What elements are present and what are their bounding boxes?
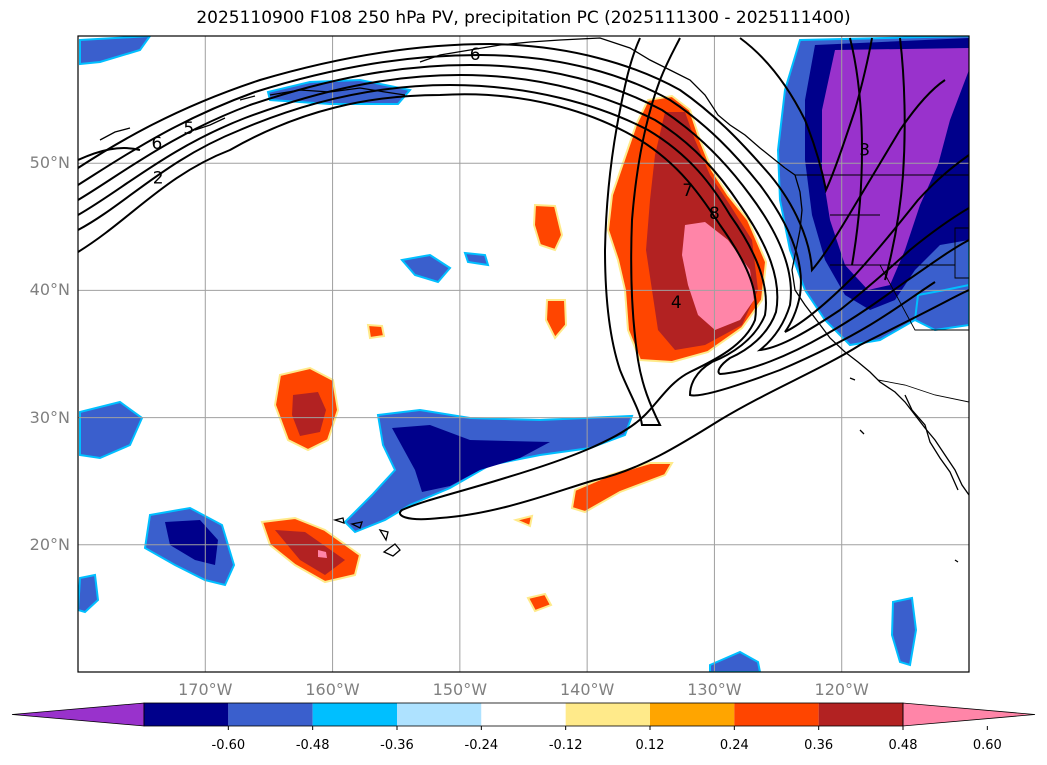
- colorbar-extend-max: [902, 702, 1036, 727]
- colorbar-bin: [312, 703, 397, 726]
- colorbar-tick-label: -0.24: [464, 738, 499, 753]
- colorbar-tick-label: 0.60: [972, 738, 1002, 753]
- colorbar-bin: [397, 703, 482, 726]
- colorbar-tick-label: 0.12: [635, 738, 665, 753]
- lat-tick-label: 50°N: [29, 153, 70, 173]
- pv-contour-1: [78, 93, 969, 521]
- pos-max-main: [682, 222, 754, 330]
- colorbar-bin: [144, 703, 229, 726]
- pv-contour-8: [603, 37, 681, 426]
- pos-patch-8: [512, 514, 534, 528]
- neg-max-east: [822, 48, 969, 290]
- colorbar-tick-label: -0.12: [548, 738, 583, 753]
- pv-contour-3: [78, 73, 969, 376]
- neg-patch-5: [463, 251, 490, 267]
- lon-tick-label: 170°W: [178, 680, 233, 699]
- lat-tick-label: 30°N: [29, 407, 70, 427]
- pv-contours: [78, 37, 969, 521]
- pv-contour-label: 2: [153, 168, 164, 188]
- lat-tick-label: 40°N: [29, 280, 70, 300]
- pv-contour-6: [78, 42, 946, 273]
- pos-patch-7: [526, 592, 553, 613]
- map-frame: [77, 35, 970, 673]
- pv-contour-label: 3: [859, 140, 870, 160]
- pos-patch-4: [544, 299, 568, 340]
- pv-contour-2: [78, 83, 936, 397]
- colorbar-tick-label: -0.48: [295, 738, 330, 753]
- neg-patch-3: [78, 573, 100, 614]
- colorbar-tick-label: -0.36: [380, 738, 414, 753]
- neg-patch-1: [79, 400, 144, 460]
- neg-patch-9: [709, 650, 762, 672]
- colorbar: [11, 702, 1036, 730]
- lat-tick-label: 20°N: [29, 534, 70, 554]
- border-us-mexico: [877, 379, 969, 403]
- neg-patch-2-core: [165, 520, 218, 565]
- pos-patch-5: [366, 323, 386, 340]
- pv-contour-label: 6: [470, 45, 481, 65]
- coastline-aleutians: [99, 95, 256, 141]
- colorbar-bin: [818, 703, 903, 726]
- pv-contour-label: 8: [709, 204, 720, 224]
- neg-band-central: [343, 408, 634, 534]
- neg-patch-8: [890, 596, 918, 667]
- pv-contour-9: [849, 37, 906, 281]
- lon-tick-label: 140°W: [559, 680, 615, 699]
- pv-contour-label: 6: [152, 134, 163, 154]
- gridlines: [78, 36, 969, 672]
- colorbar-frame: [143, 702, 904, 727]
- lon-tick-label: 160°W: [305, 680, 360, 699]
- colorbar-bin: [481, 703, 566, 726]
- map-title: 2025110900 F108 250 hPa PV, precipitatio…: [196, 8, 851, 28]
- precipitation-shading: [78, 36, 969, 672]
- neg-patch-4: [400, 253, 452, 284]
- pv-contour-label: 4: [671, 293, 682, 313]
- colorbar-bin: [228, 703, 313, 726]
- neg-patch-7: [79, 36, 152, 66]
- pv-contour-label: 5: [183, 119, 194, 139]
- pv-contour-label: 7: [682, 181, 693, 201]
- lon-tick-label: 130°W: [687, 680, 742, 699]
- colorbar-bin: [650, 703, 735, 726]
- pos-patch-3: [532, 203, 564, 252]
- colorbar-tick-label: 0.24: [719, 738, 749, 753]
- colorbar-bin: [565, 703, 650, 726]
- coastline-islands: [332, 377, 959, 563]
- coastline-baja: [904, 394, 959, 491]
- pos-patch-1-core: [292, 392, 326, 436]
- colorbar-tick-label: 0.48: [888, 738, 918, 753]
- pv-contour-5: [78, 53, 969, 333]
- lon-tick-label: 120°W: [814, 680, 869, 699]
- neg-core-central: [392, 425, 550, 492]
- colorbar-extend-min: [11, 702, 145, 727]
- pos-patch-2-core: [275, 530, 345, 575]
- lon-tick-label: 150°W: [432, 680, 488, 699]
- colorbar-bin: [734, 703, 819, 726]
- colorbar-tick-label: -0.60: [211, 738, 246, 753]
- colorbar-tick-label: 0.36: [804, 738, 834, 753]
- pos-patch-2-max: [318, 550, 327, 558]
- pv-contour-4: [78, 63, 969, 352]
